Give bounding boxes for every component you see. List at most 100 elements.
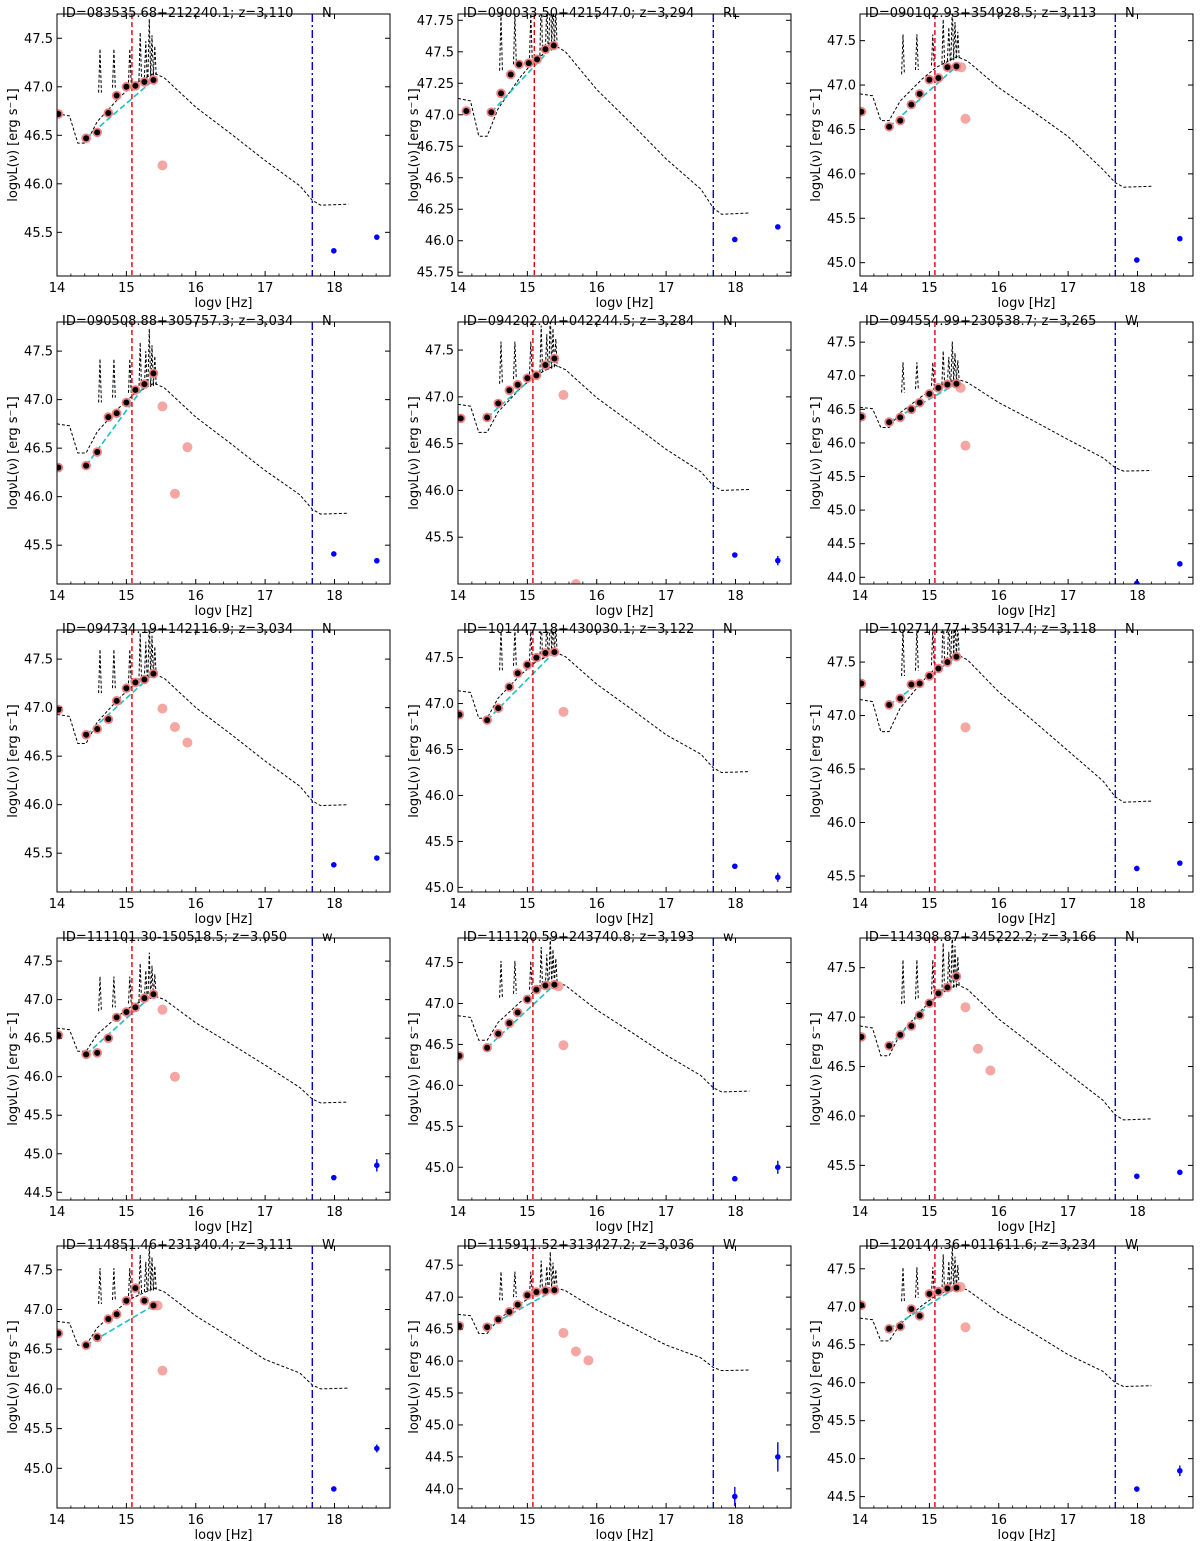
optical-point-core <box>926 390 933 397</box>
xray-point <box>775 874 781 881</box>
y-tick-label: 46.0 <box>425 789 454 804</box>
y-axis-label: logνL(ν) [erg s⁻1] <box>809 88 824 201</box>
xray-point <box>732 236 738 243</box>
y-tick-label: 47.0 <box>425 997 454 1012</box>
x-tick-label: 18 <box>1129 897 1146 912</box>
optical-point-core <box>141 1297 148 1304</box>
template-emission-spike <box>513 960 517 994</box>
optical-point-core <box>132 386 139 393</box>
x-tick-label: 14 <box>852 1513 869 1528</box>
x-tick-label: 15 <box>519 1205 536 1220</box>
x-axis-label: logν [Hz] <box>596 912 654 927</box>
y-tick-label: 47.0 <box>24 701 53 716</box>
y-tick-label: 45.5 <box>425 835 454 850</box>
xray-point <box>374 1445 380 1452</box>
y-tick-label: 45.0 <box>24 1147 53 1162</box>
template-sed-line <box>458 364 750 491</box>
uv-point <box>960 1322 971 1333</box>
xray-point <box>775 224 781 230</box>
template-emission-spike <box>112 976 116 1008</box>
template-emission-spike <box>955 630 960 657</box>
plot-area <box>860 1246 1183 1508</box>
uv-point <box>157 160 168 171</box>
y-tick-label: 47.5 <box>827 34 856 49</box>
optical-point-core <box>897 1031 904 1038</box>
template-emission-spike <box>548 1251 553 1291</box>
optical-point-core <box>83 135 90 142</box>
x-tick-label: 18 <box>1129 1513 1146 1528</box>
template-emission-spike <box>143 1261 148 1293</box>
y-tick-label: 45.0 <box>425 1418 454 1433</box>
plot-area <box>458 938 781 1200</box>
uv-point <box>169 1071 180 1082</box>
y-tick-label: 44.5 <box>24 1186 53 1201</box>
panel-title: ID=090508.88+305757.3; z=3.034 <box>62 314 293 329</box>
template-emission-spike <box>150 35 154 77</box>
optical-point-core <box>507 71 514 78</box>
template-emission-spike <box>539 1260 544 1293</box>
template-emission-spike <box>112 358 116 398</box>
template-emission-spike <box>499 960 503 998</box>
plot-frame <box>457 13 792 277</box>
y-tick-label: 47.25 <box>417 77 454 92</box>
xray-point <box>331 1174 337 1181</box>
optical-point-core <box>123 1297 130 1304</box>
y-tick-label: 46.5 <box>24 750 53 765</box>
plot-frame <box>457 937 792 1201</box>
panel-title: ID=114308.87+345222.2; z=3.166 <box>865 930 1096 945</box>
template-emission-spike <box>143 641 148 679</box>
uv-point <box>157 1004 168 1015</box>
plot-area <box>458 1246 781 1508</box>
optical-point-core <box>132 1285 139 1292</box>
panel-tag: W <box>322 1238 335 1253</box>
y-tick-label: 45.5 <box>24 1422 53 1437</box>
xray-point <box>331 1486 337 1492</box>
optical-point-core <box>141 381 148 388</box>
template-sed-line <box>458 651 750 774</box>
x-tick-label: 15 <box>118 1205 135 1220</box>
y-axis-label: logνL(ν) [erg s⁻1] <box>407 704 422 817</box>
template-emission-spike <box>138 963 143 1003</box>
sed-panel: 14 15 16 17 18 45.5 46.0 46.5 47.0 47.5 logν [Hz] l… <box>407 314 792 619</box>
optical-point-core <box>897 117 904 124</box>
template-emission-spike <box>529 630 533 662</box>
y-tick-label: 47.0 <box>24 393 53 408</box>
optical-point-core <box>908 101 915 108</box>
x-tick-label: 17 <box>257 281 274 296</box>
template-sed-line <box>57 382 349 515</box>
y-tick-label: 47.0 <box>827 1300 856 1315</box>
y-tick-label: 46.0 <box>827 1109 856 1124</box>
xray-point <box>732 1175 738 1182</box>
optical-point-core <box>533 986 540 993</box>
y-tick-label: 46.0 <box>24 1382 53 1397</box>
optical-point-core <box>935 990 942 997</box>
panel-title: ID=102714.77+354317.4; z=3.118 <box>865 622 1096 637</box>
y-axis-label: logνL(ν) [erg s⁻1] <box>809 1320 824 1433</box>
template-emission-spike <box>931 34 935 66</box>
y-tick-label: 46.5 <box>425 1038 454 1053</box>
x-tick-label: 17 <box>658 1205 675 1220</box>
template-sed-line <box>57 995 349 1104</box>
optical-point-core <box>542 46 549 53</box>
optical-point-core <box>514 670 521 677</box>
template-emission-spike <box>98 48 102 93</box>
x-axis-label: logν [Hz] <box>596 296 654 311</box>
plot-area <box>57 1246 380 1508</box>
plot-area <box>860 630 1183 892</box>
y-axis-label: logνL(ν) [erg s⁻1] <box>809 1012 824 1125</box>
template-emission-spike <box>128 649 132 684</box>
uv-point <box>169 722 180 733</box>
x-tick-label: 14 <box>852 589 869 604</box>
optical-point-core <box>83 731 90 738</box>
panel-title: ID=094734.19+142116.9; z=3.034 <box>62 622 293 637</box>
xray-point <box>331 551 337 557</box>
optical-point-core <box>495 1316 502 1323</box>
y-tick-label: 46.0 <box>827 436 856 451</box>
optical-point-core <box>94 1334 101 1341</box>
template-sed-line <box>57 72 349 206</box>
y-tick-label: 47.5 <box>24 1263 53 1278</box>
optical-point-core <box>141 676 148 683</box>
xray-point <box>732 1493 738 1500</box>
optical-point-core <box>551 981 558 988</box>
xray-point <box>1177 1467 1183 1474</box>
